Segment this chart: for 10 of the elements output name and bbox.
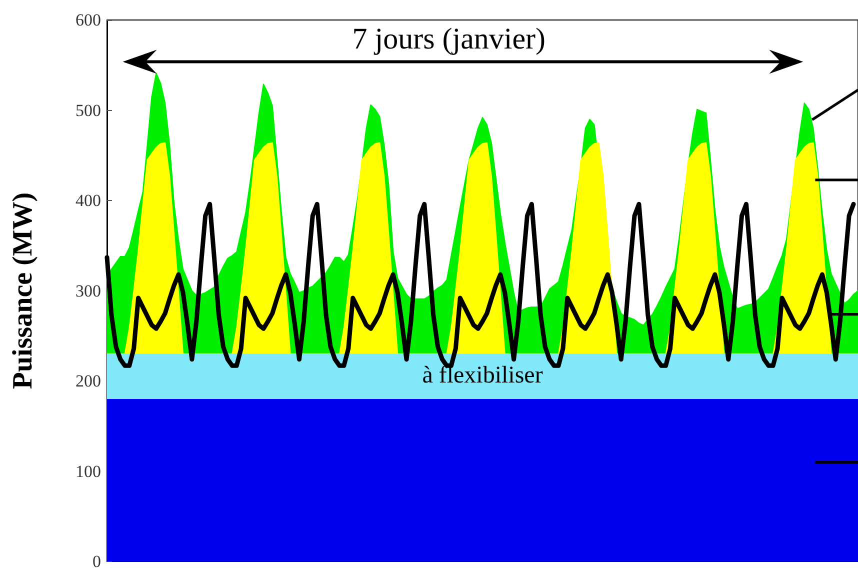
y-tick-label: 400 [76, 191, 101, 210]
y-tick-label: 100 [76, 462, 101, 481]
y-tick-label: 200 [76, 372, 101, 390]
band-label: à flexibiliser [422, 362, 543, 388]
y-tick-label: 300 [76, 281, 101, 300]
annotation: 7 jours (janvier) [352, 22, 546, 56]
y-tick-label: 600 [76, 10, 101, 30]
y-axis-title: Puissance (MW) [8, 192, 38, 390]
y-tick-label: 500 [76, 100, 101, 120]
y-tick-label: 0 [92, 552, 101, 570]
